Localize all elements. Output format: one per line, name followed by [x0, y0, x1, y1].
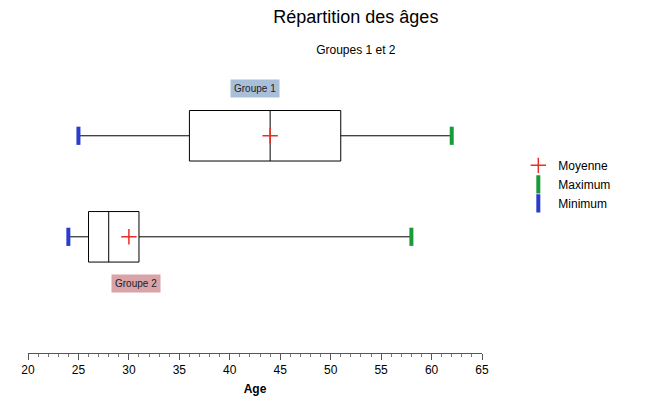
svg-text:25: 25: [72, 363, 86, 377]
svg-text:20: 20: [21, 363, 35, 377]
svg-text:45: 45: [274, 363, 288, 377]
svg-text:Groupe 2: Groupe 2: [115, 278, 157, 289]
svg-text:50: 50: [324, 363, 338, 377]
svg-text:30: 30: [122, 363, 136, 377]
svg-text:Moyenne: Moyenne: [558, 159, 608, 173]
svg-text:Groupes 1 et 2: Groupes 1 et 2: [316, 43, 396, 57]
svg-text:40: 40: [223, 363, 237, 377]
svg-text:35: 35: [173, 363, 187, 377]
svg-text:Répartition des âges: Répartition des âges: [273, 7, 438, 27]
svg-text:65: 65: [475, 363, 489, 377]
svg-text:Groupe 1: Groupe 1: [234, 83, 276, 94]
svg-text:Minimum: Minimum: [558, 197, 607, 211]
svg-text:55: 55: [374, 363, 388, 377]
svg-text:60: 60: [425, 363, 439, 377]
svg-text:Maximum: Maximum: [558, 178, 610, 192]
svg-text:Age: Age: [244, 382, 267, 396]
